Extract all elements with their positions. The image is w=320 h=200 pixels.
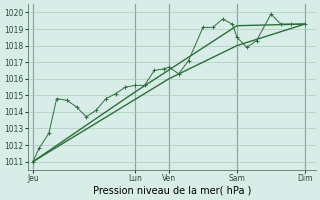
X-axis label: Pression niveau de la mer( hPa ): Pression niveau de la mer( hPa ) xyxy=(92,186,251,196)
